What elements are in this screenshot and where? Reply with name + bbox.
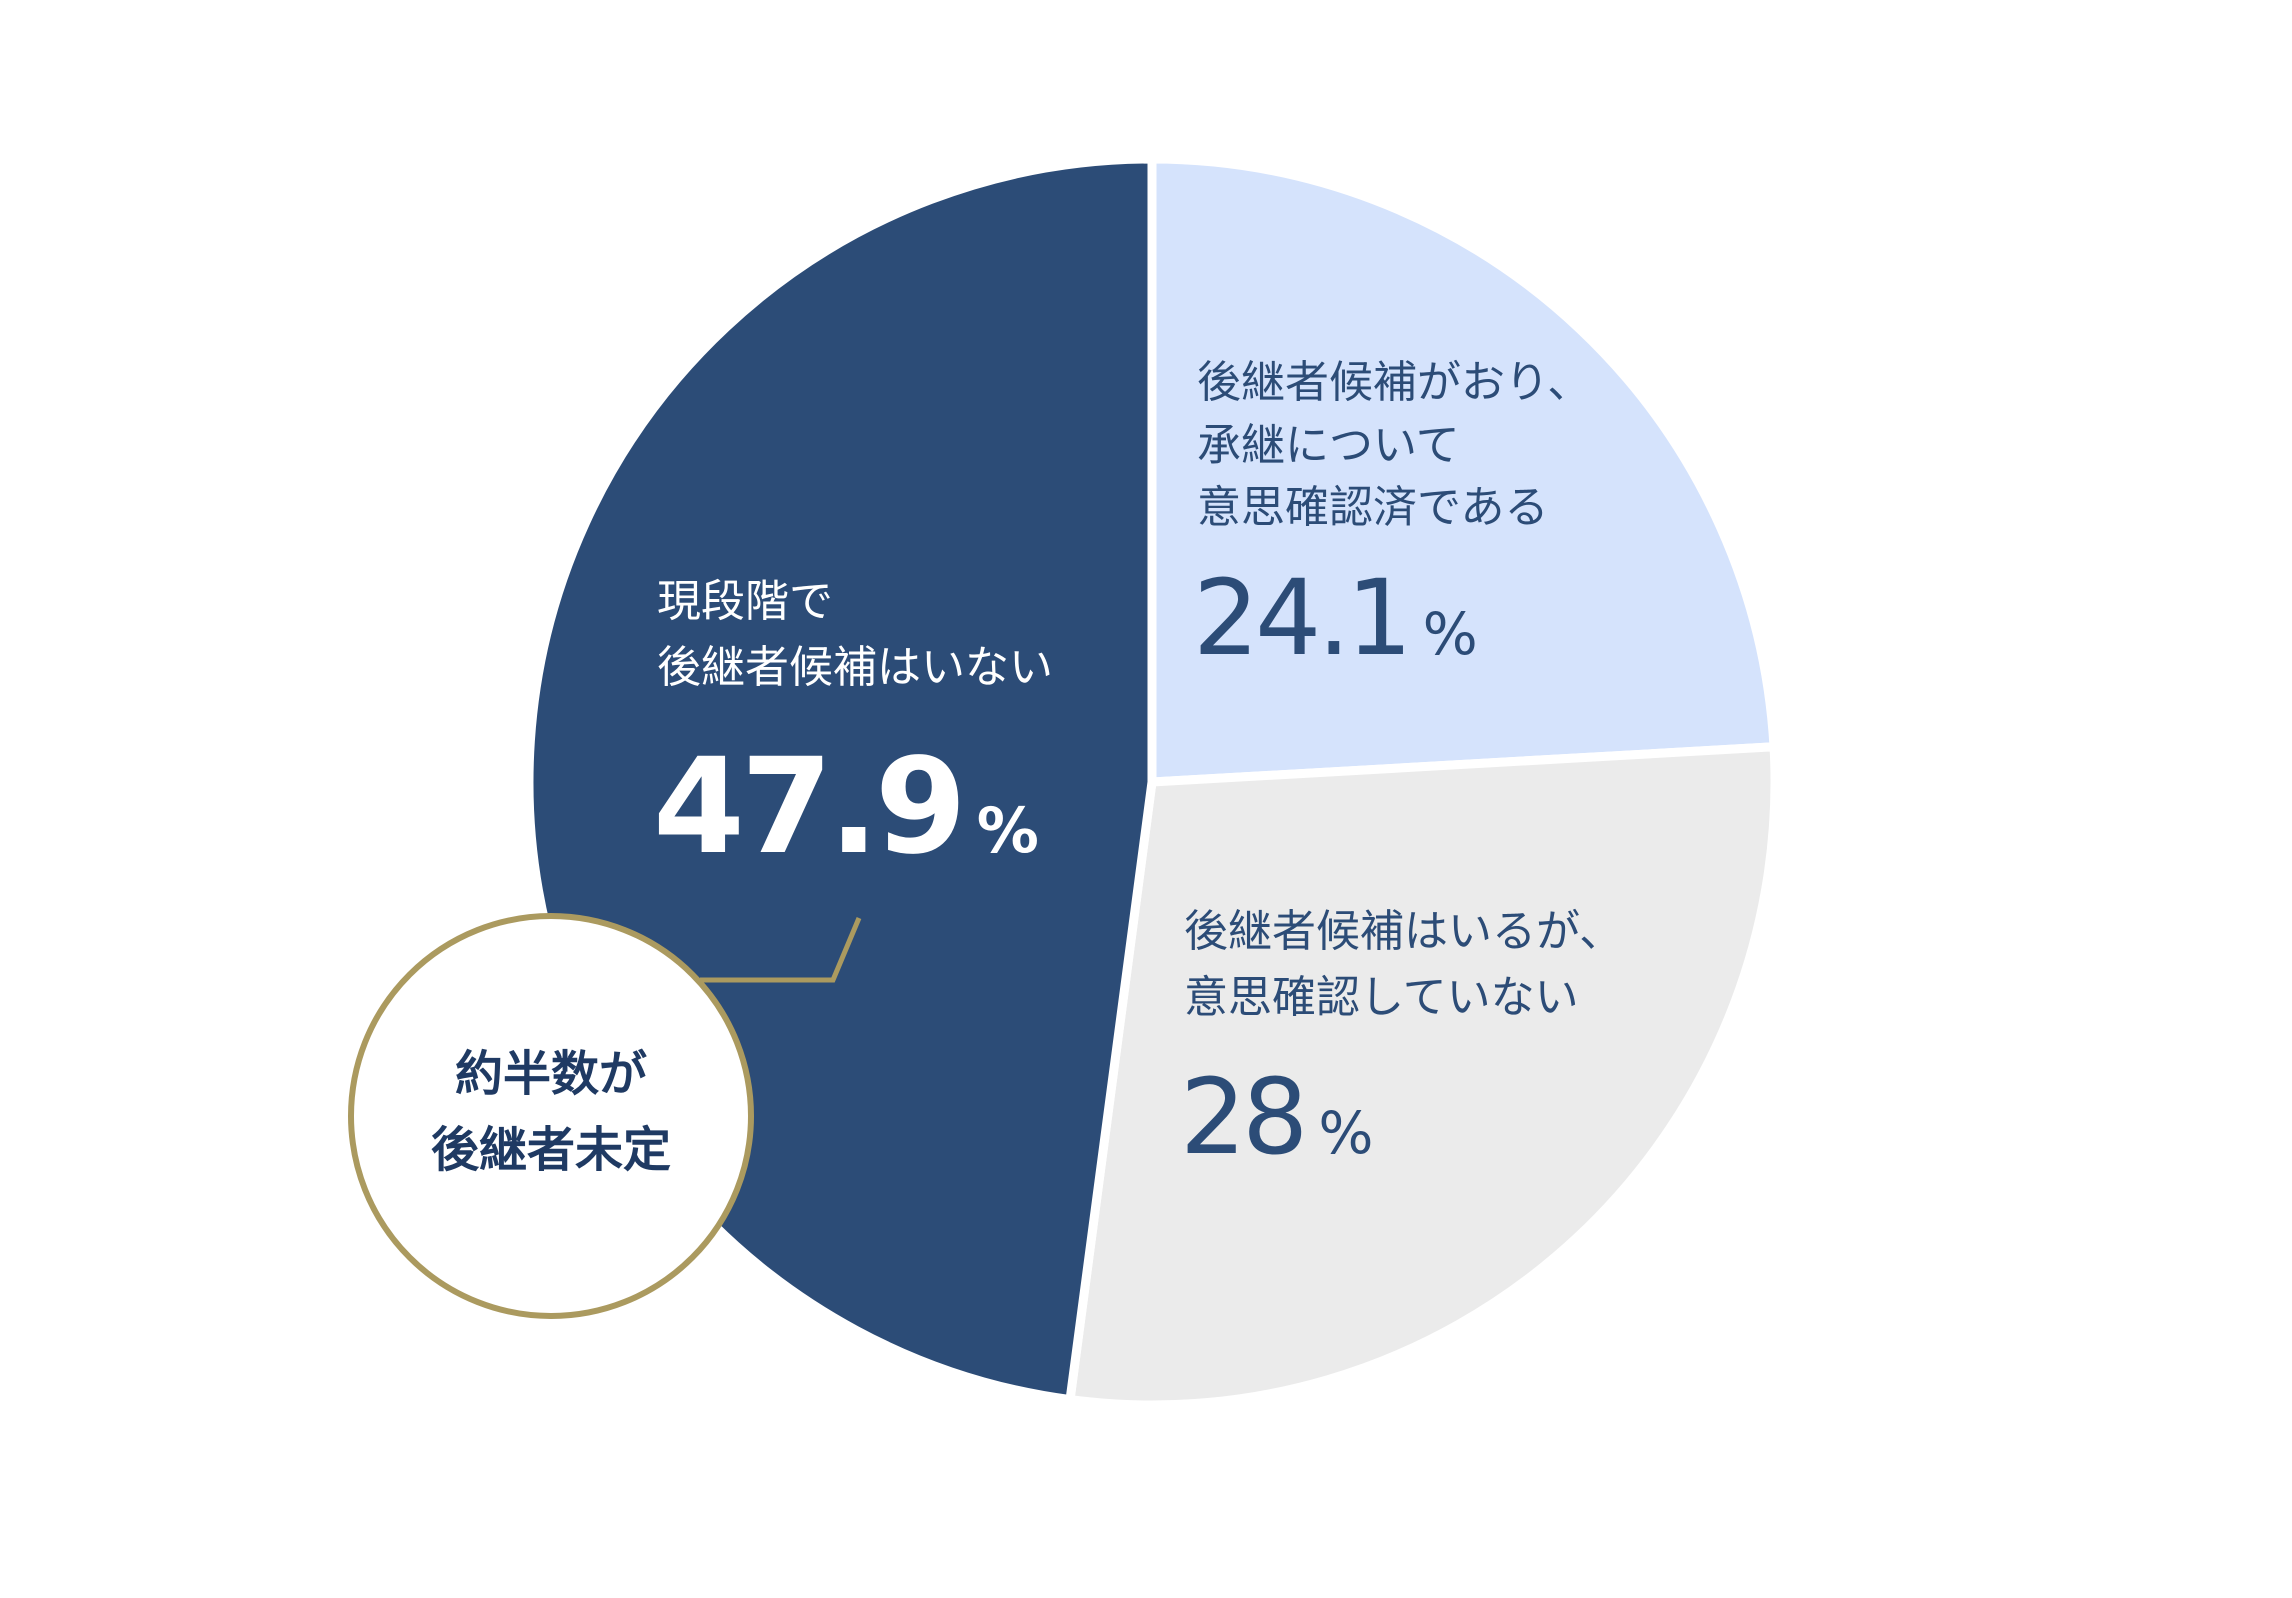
pie-slice — [1065, 742, 1780, 1410]
callout-text: 後継者未定 — [431, 1122, 671, 1178]
slice-label: 後継者候補がおり、 — [1197, 357, 1591, 408]
pie-slice — [1147, 154, 1779, 787]
slice-label: 意思確認済である — [1197, 482, 1549, 533]
value-number: 47.9 — [653, 730, 963, 884]
leader-line — [700, 917, 862, 983]
slice-label: 後継者候補はいるが、 — [1184, 906, 1623, 957]
slice-label: 意思確認していない — [1184, 972, 1579, 1023]
value-label: 28% — [1180, 1056, 1373, 1178]
value-label: 47.9% — [653, 730, 1039, 884]
value-unit: % — [977, 794, 1039, 867]
value-unit: % — [1423, 600, 1478, 668]
value-unit: % — [1318, 1099, 1373, 1167]
value-label: 24.1% — [1193, 557, 1478, 679]
value-number: 28 — [1180, 1056, 1304, 1178]
slice-label: 現段階で — [657, 576, 833, 627]
slice-label: 承継について — [1197, 420, 1460, 471]
callout-circle — [348, 913, 754, 1319]
callout-text: 約半数が — [455, 1046, 647, 1102]
slice-label: 後継者候補はいない — [657, 642, 1053, 693]
value-number: 24.1 — [1193, 557, 1409, 679]
